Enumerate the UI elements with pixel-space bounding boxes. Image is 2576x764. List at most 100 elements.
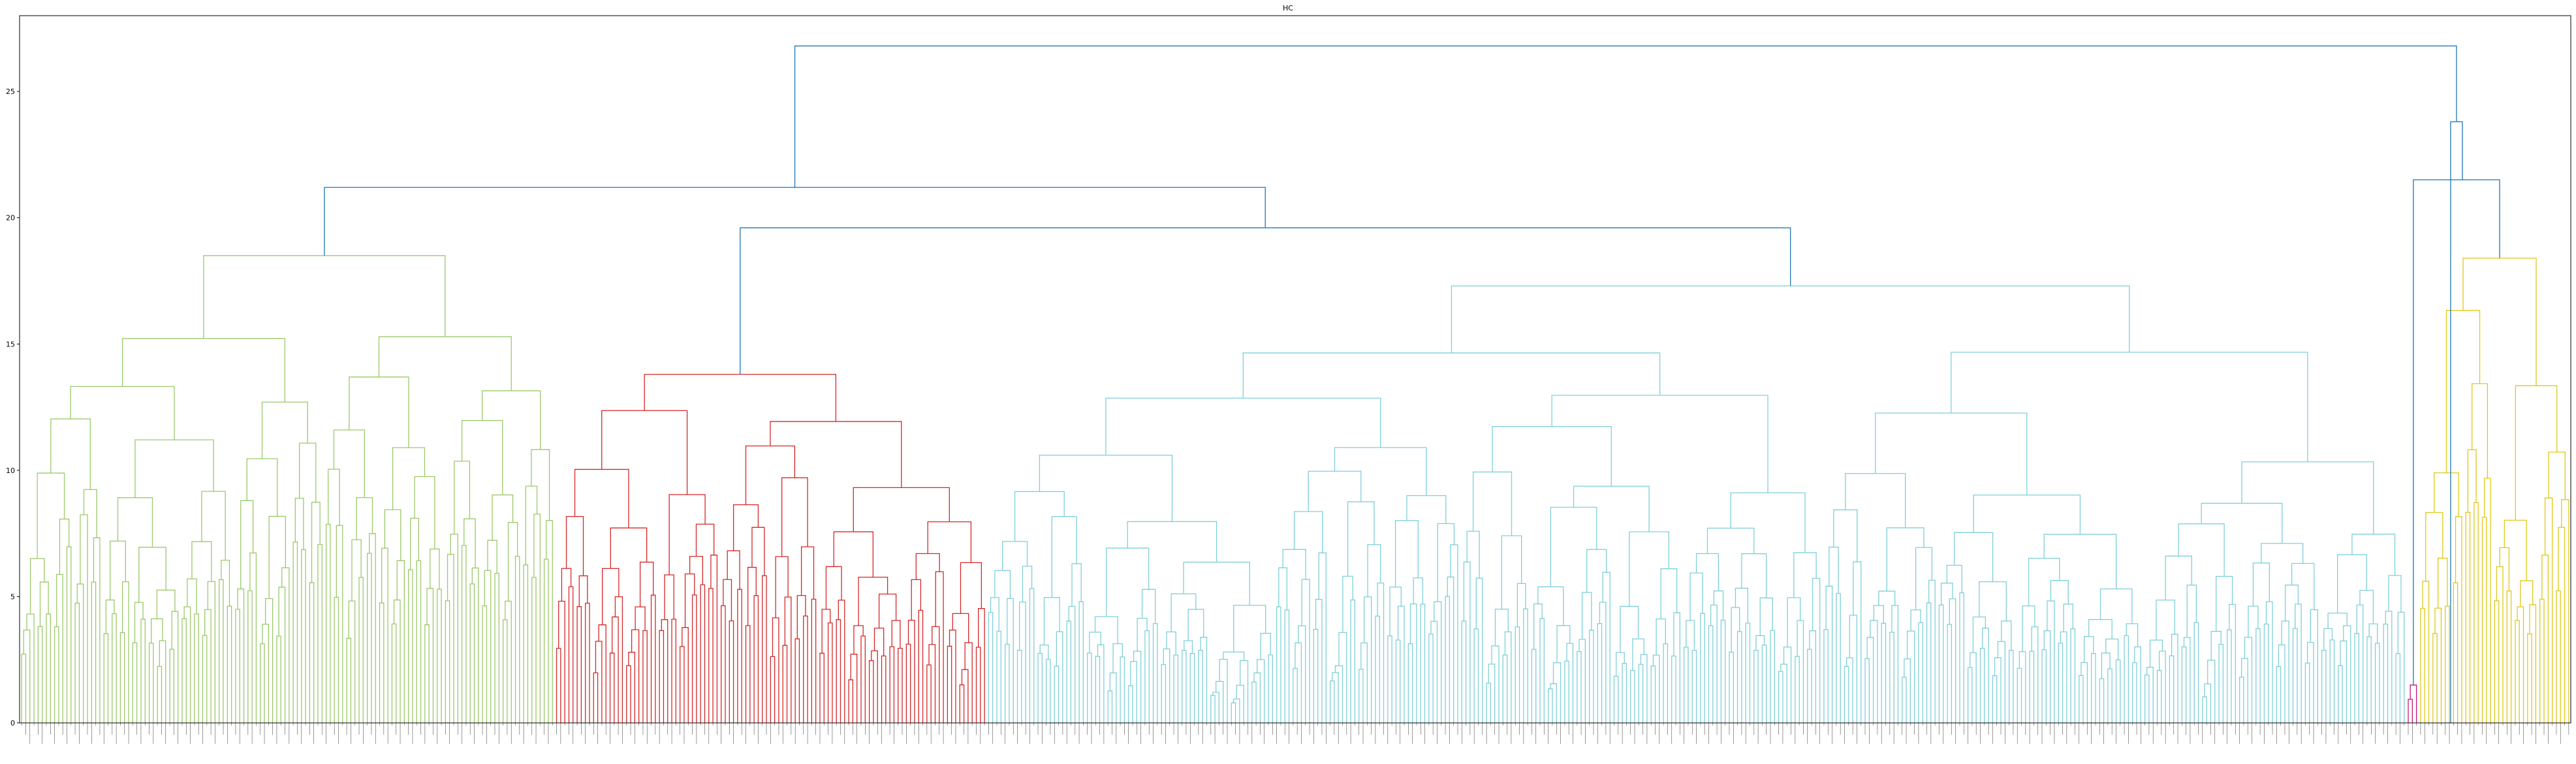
dendrogram-link-561	[2354, 633, 2360, 723]
dendrogram-link-463	[1947, 624, 1953, 723]
dendrogram-link-440	[1846, 657, 1853, 723]
dendrogram-link-171	[737, 588, 742, 723]
dendrogram-link-520	[2181, 646, 2187, 723]
dendrogram-link-273	[1161, 664, 1167, 723]
dendrogram-link-257	[1095, 656, 1101, 723]
dendrogram-link-424	[1783, 647, 1792, 723]
dendrogram-link-535	[2241, 658, 2248, 723]
dendrogram-link-566	[2359, 590, 2374, 624]
dendrogram-link-311	[1315, 599, 1323, 723]
dendrogram-link-326	[1347, 501, 1375, 577]
dendrogram-link-279	[1184, 640, 1193, 654]
dendrogram-link-414	[1735, 587, 1748, 624]
dendrogram-link-118	[461, 420, 503, 495]
dendrogram-link-554	[2321, 650, 2327, 723]
dendrogram-link-330	[1397, 605, 1405, 723]
dendrogram-link-587	[2455, 516, 2462, 723]
dendrogram-link-24	[110, 540, 126, 600]
dendrogram-link-452	[1902, 677, 1907, 723]
dendrogram-link-253	[1071, 563, 1082, 607]
dendrogram-link-88	[393, 599, 401, 723]
dendrogram-link-249	[1043, 597, 1060, 645]
dendrogram-link-278	[1189, 652, 1195, 723]
dendrogram-link-563	[2366, 636, 2372, 723]
dendrogram-link-247	[1054, 665, 1060, 723]
dendrogram-link-517	[2169, 655, 2175, 723]
dendrogram-link-132	[561, 568, 572, 602]
dendrogram-link-497	[2083, 635, 2094, 663]
dendrogram-link-540	[2265, 601, 2273, 723]
dendrogram-link-141	[612, 616, 619, 723]
dendrogram-link-164	[710, 555, 718, 723]
dendrogram-link-605	[2504, 519, 2527, 581]
dendrogram-link-401	[1691, 650, 1697, 723]
dendrogram-link-553	[2201, 502, 2283, 543]
dendrogram-link-473	[1992, 675, 1998, 723]
dendrogram-link-490	[2070, 628, 2076, 723]
dendrogram-link-98	[414, 476, 435, 549]
dendrogram-link-329	[1395, 639, 1401, 723]
dendrogram-link-541	[2252, 562, 2270, 607]
dendrogram-link-613	[2515, 385, 2558, 521]
dendrogram-link-385	[1630, 669, 1635, 723]
dendrogram-links	[21, 45, 2569, 723]
dendrogram-link-316	[1334, 665, 1343, 723]
dendrogram-link-63	[246, 458, 278, 517]
dendrogram-link-350	[1475, 577, 1483, 723]
dendrogram-link-28	[148, 643, 154, 723]
dendrogram-link-574	[2241, 461, 2374, 534]
dendrogram-link-9	[66, 546, 72, 723]
dendrogram-link-115	[514, 556, 520, 723]
y-tick-label: 5	[10, 592, 15, 601]
dendrogram-link-537	[2255, 628, 2261, 723]
dendrogram-link-57	[262, 624, 269, 723]
dendrogram-link-612	[2548, 451, 2566, 500]
dendrogram-link-600	[2515, 620, 2520, 723]
dendrogram-link-116	[507, 522, 518, 602]
dendrogram-link-529	[2210, 631, 2222, 660]
dendrogram-link-457	[1926, 602, 1932, 723]
dendrogram-link-301	[1039, 454, 1173, 522]
dendrogram-link-418	[1770, 630, 1775, 723]
dendrogram-link-417	[1755, 635, 1765, 650]
dendrogram-link-244	[1037, 652, 1043, 723]
dendrogram-link-445	[1866, 637, 1874, 723]
dendrogram-link-447	[1881, 622, 1887, 723]
dendrogram-link-596	[2494, 600, 2500, 723]
dendrogram-link-482	[2029, 650, 2035, 723]
dendrogram-link-160	[684, 573, 695, 628]
dendrogram-link-412	[1731, 607, 1740, 652]
dendrogram-link-586	[2453, 582, 2458, 723]
dendrogram-link-421	[1706, 527, 1755, 554]
merge-root	[794, 45, 2457, 188]
dendrogram-link-405	[1708, 625, 1714, 723]
dendrogram-link-564	[2374, 643, 2380, 723]
dendrogram-link-146	[631, 629, 640, 723]
dendrogram-link-76	[328, 468, 340, 526]
dendrogram-link-362	[1472, 471, 1513, 536]
dendrogram-link-466	[1959, 592, 1964, 723]
dendrogram-link-199	[860, 635, 866, 723]
dendrogram-link-493	[2028, 557, 2060, 606]
dendrogram-link-248	[1056, 631, 1063, 723]
dendrogram-link-37	[181, 618, 187, 723]
dendrogram-link-589	[2465, 512, 2471, 723]
dendrogram-link-380	[1586, 549, 1607, 593]
dendrogram-link-383	[1622, 663, 1627, 723]
dendrogram-link-1	[23, 629, 31, 723]
dendrogram-link-406	[1710, 604, 1718, 723]
dendrogram-link-276	[1166, 631, 1176, 656]
dendrogram-link-172	[727, 550, 740, 590]
dendrogram-link-120	[531, 577, 537, 723]
dendrogram-link-290	[1236, 684, 1244, 723]
dendrogram-link-432	[1730, 492, 1806, 553]
dendrogram-link-275	[1173, 654, 1179, 723]
dendrogram-link-403	[1700, 613, 1705, 723]
dendrogram-link-349	[1473, 628, 1479, 723]
dendrogram-link-489	[2060, 631, 2067, 723]
dendrogram-link-581	[2432, 633, 2438, 723]
dendrogram-link-173	[745, 625, 751, 723]
dendrogram-link-606	[2539, 598, 2545, 723]
dendrogram-link-162	[689, 556, 703, 585]
dendrogram-link-582	[2434, 607, 2442, 723]
